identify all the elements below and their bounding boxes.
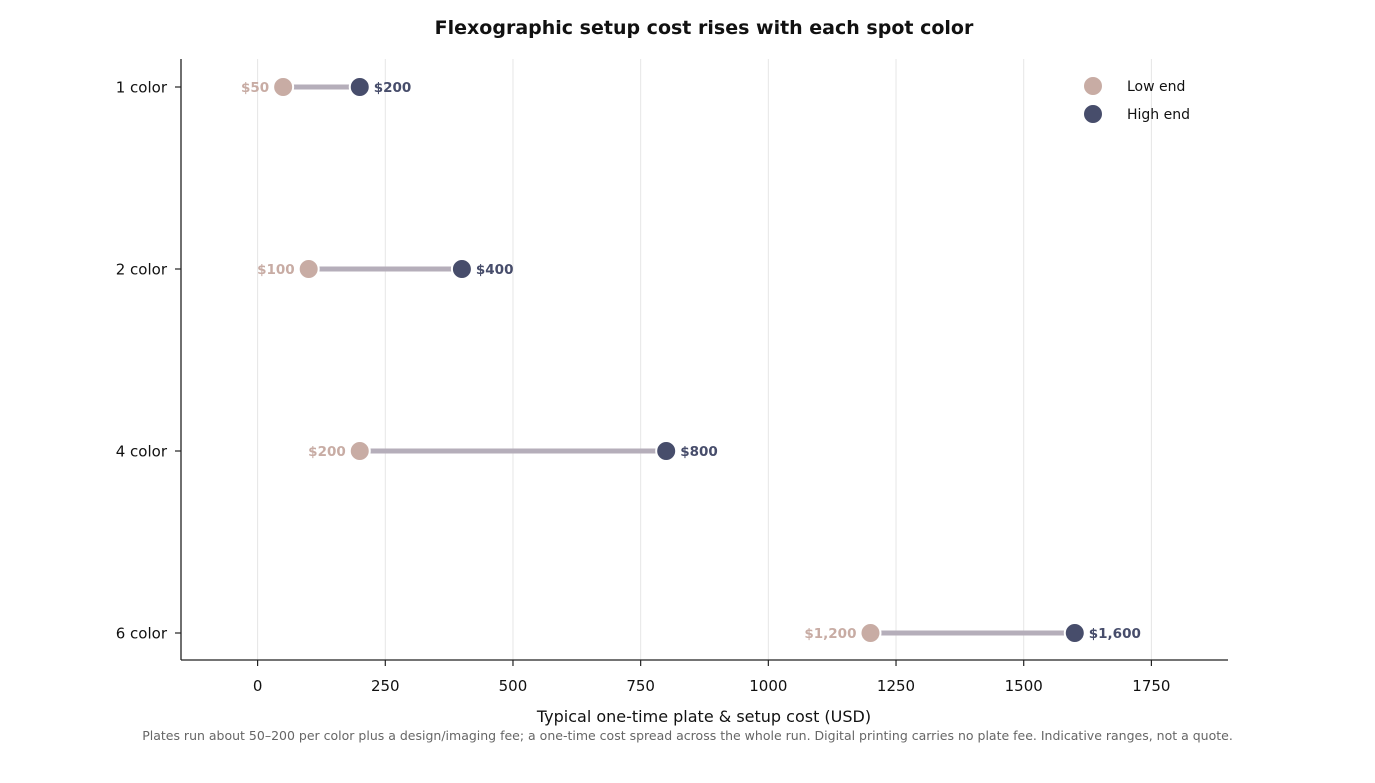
high-end-label: $400 [476, 262, 514, 278]
x-tick-label: 1250 [877, 677, 915, 695]
connectors [283, 84, 1075, 636]
y-ticks: 1 color 2 color 4 color 6 color [116, 79, 181, 643]
axes [180, 59, 1228, 661]
y-tick-label: 1 color [116, 79, 168, 97]
chart-title: Flexographic setup cost rises with each … [435, 17, 974, 39]
high-end-label: $1,600 [1089, 626, 1141, 642]
y-tick-label: 4 color [116, 443, 168, 461]
high-end-point [348, 76, 371, 98]
x-tick-label: 0 [253, 677, 263, 695]
high-end-point [655, 440, 678, 462]
low-end-label: $200 [308, 444, 346, 460]
x-tick-label: 750 [626, 677, 655, 695]
legend: Low end High end [1082, 75, 1190, 125]
legend-label: High end [1127, 107, 1190, 123]
low-end-label: $50 [241, 80, 269, 96]
legend-marker [1082, 75, 1104, 97]
x-tick-label: 1000 [749, 677, 787, 695]
data-labels: $50 $200 $100 $400 $200 $800 $1,200 $1,600 [241, 80, 1141, 642]
x-ticks: 0 250 500 750 1000 1250 1500 1750 [253, 660, 1170, 695]
high-end-point [1063, 622, 1086, 644]
legend-marker [1082, 103, 1104, 125]
x-tick-label: 1750 [1132, 677, 1170, 695]
low-end-label: $1,200 [804, 626, 856, 642]
high-end-label: $200 [374, 80, 412, 96]
high-end-point [450, 258, 473, 280]
footnote: Plates run about 50–200 per color plus a… [142, 728, 1233, 743]
low-end-point [348, 440, 371, 462]
low-end-point [859, 622, 882, 644]
points [272, 76, 1086, 644]
y-tick-label: 6 color [116, 625, 168, 643]
low-end-label: $100 [257, 262, 295, 278]
legend-label: Low end [1127, 79, 1185, 95]
x-tick-label: 500 [499, 677, 528, 695]
low-end-point [297, 258, 320, 280]
x-tick-label: 1500 [1005, 677, 1043, 695]
low-end-point [272, 76, 295, 98]
y-tick-label: 2 color [116, 261, 168, 279]
high-end-label: $800 [680, 444, 718, 460]
x-tick-label: 250 [371, 677, 400, 695]
x-axis-label: Typical one-time plate & setup cost (USD… [536, 707, 871, 726]
grid-lines [257, 59, 1152, 660]
